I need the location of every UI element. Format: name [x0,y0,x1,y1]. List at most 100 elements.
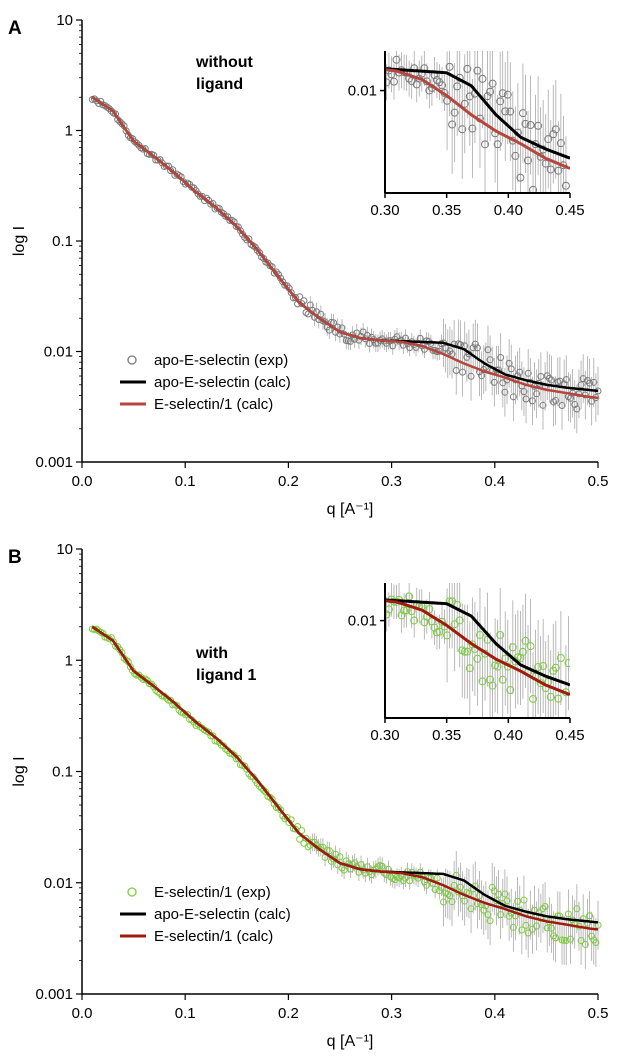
data-point [126,663,134,671]
data-point [545,374,553,382]
data-point [552,934,560,942]
data-point [484,346,492,354]
data-point [430,623,439,632]
data-point [90,95,98,103]
data-point [469,344,477,352]
data-point [480,906,488,914]
data-point [473,654,482,663]
data-point [228,749,236,757]
inset: 0.30 0.35 0.40 0.45 0.01 [348,583,585,744]
data-point [523,156,532,165]
data-point [579,375,587,383]
data-point [432,76,441,85]
data-point [389,342,397,350]
data-point [137,673,145,681]
data-point [205,728,213,736]
data-point [255,249,263,257]
data-point [508,643,517,652]
data-point [554,694,563,703]
legend-entry: E-selectin/1 (calc) [154,928,273,945]
data-point [463,64,472,73]
data-point [506,686,515,695]
data-point [556,139,565,148]
data-point [546,165,555,174]
data-point [526,642,535,651]
data-point [521,119,530,128]
chart-panel-A: A 0.0 0.1 0.2 0.3 0.4 0.5 0.001 0.01 0.1 1 10 q [A⁻¹… [8,12,608,518]
data-point [550,932,558,940]
data-point [392,55,401,64]
data-point [467,905,475,913]
inset-x-tick-label: 0.30 [370,727,399,744]
data-point [484,911,492,919]
data-point [340,866,348,874]
inset-series-line [385,68,570,170]
data-point [253,246,261,254]
data-point [486,356,494,364]
series-line [91,625,599,931]
data-point [490,887,498,895]
data-point [150,683,158,691]
data-point [592,939,600,947]
data-point [511,151,520,160]
data-point [249,242,257,250]
data-point [550,398,558,406]
data-point [514,897,522,905]
data-point [586,379,594,387]
x-tick-label: 0.4 [484,1005,505,1022]
data-point [507,365,515,373]
data-point [122,127,130,135]
data-point [450,881,458,889]
inset-x-tick-label: 0.45 [555,727,584,744]
legend-entry: E-selectin/1 (calc) [154,396,273,413]
data-point [378,862,386,870]
data-point [543,924,551,932]
y-tick-label: 1 [65,652,73,669]
data-point [528,397,536,405]
annotation-text: ligand 1 [196,667,257,684]
data-point [448,898,456,906]
data-point [488,681,497,690]
data-point [463,353,471,361]
inset-x-tick-label: 0.35 [432,727,461,744]
x-axis-label: q [A⁻¹] [327,501,374,518]
data-point [234,754,242,762]
legend-entry: apo-E-selectin (calc) [154,906,291,923]
data-point [516,173,525,182]
data-point [573,905,581,913]
data-point [461,897,469,905]
data-point [481,140,490,149]
data-point [554,166,563,175]
data-point [539,904,547,912]
data-point [359,328,367,336]
data-point [475,630,484,639]
data-point [529,185,538,193]
x-axis-label: q [A⁻¹] [327,1033,374,1050]
series-line [91,96,599,400]
inset-plot [385,583,570,718]
x-tick-label: 0.0 [72,1005,93,1022]
data-point [275,804,283,812]
data-point [488,79,497,88]
data-point [483,92,492,101]
data-point [118,120,126,128]
data-point [488,883,496,891]
x-tick-label: 0.5 [588,473,609,490]
data-point [435,627,444,636]
data-point [534,663,543,672]
data-point [503,897,511,905]
data-point [533,390,541,398]
y-tick-label: 10 [56,541,73,558]
legend-entry: apo-E-selectin (exp) [154,352,288,369]
data-point [551,125,560,134]
data-point [260,254,268,262]
data-point [520,896,528,904]
data-point [262,788,270,796]
annotation-text: without [195,54,254,71]
data-point [135,671,143,679]
annotation-text: with [195,645,228,662]
data-point [325,847,333,855]
data-point [440,898,448,906]
data-point [478,372,486,380]
